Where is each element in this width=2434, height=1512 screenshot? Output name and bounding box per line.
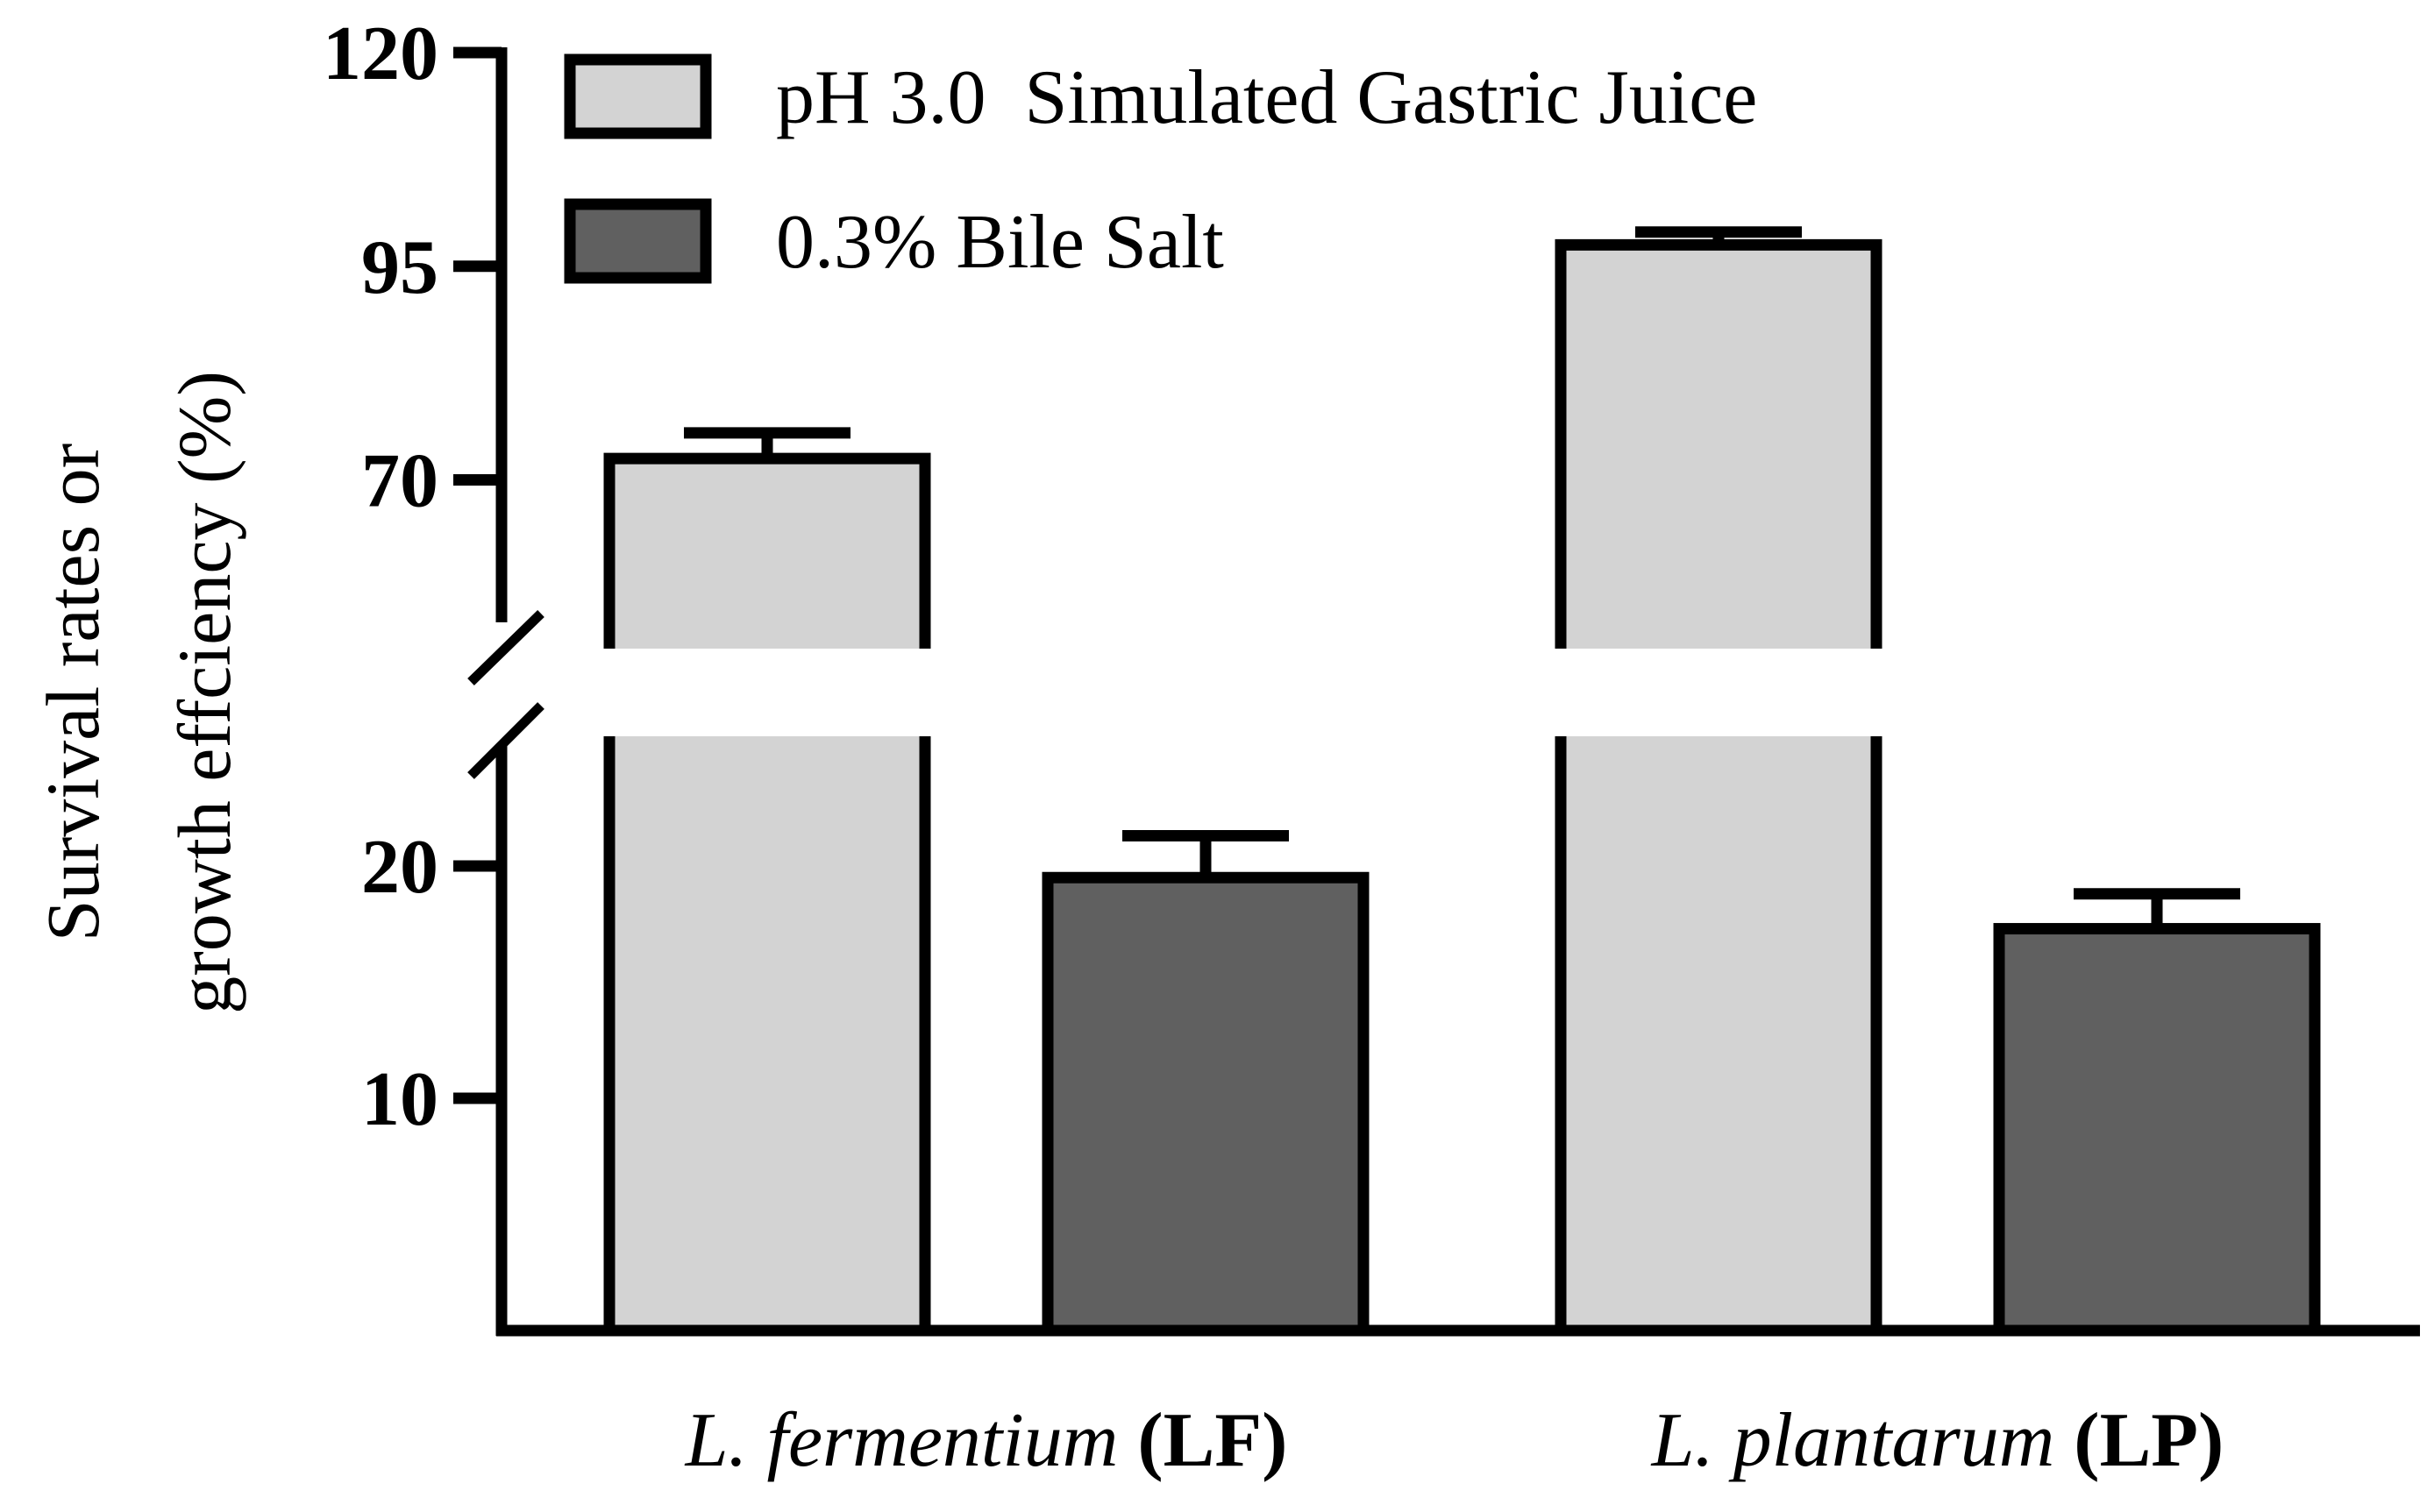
axis-break-mark	[467, 610, 544, 685]
legend-label-gastric: pH 3.0 Simulated Gastric Juice	[776, 55, 1757, 140]
x-category-label: L. plantarum (LP)	[1650, 1398, 2224, 1483]
bar	[1561, 245, 1876, 649]
category-abbreviation: (LF)	[1137, 1398, 1287, 1483]
bar-outline	[603, 736, 931, 1331]
legend-swatch-bile	[564, 198, 712, 284]
bar-group-bile-lp	[1993, 888, 2321, 1337]
bar-outline	[1555, 736, 1882, 1331]
bar-group-gastric-lf	[603, 427, 931, 1331]
category-species-name: L. fermentium	[684, 1398, 1138, 1483]
x-category-label: L. fermentium (LF)	[684, 1398, 1288, 1483]
bar	[609, 458, 925, 649]
bar	[609, 736, 925, 1331]
axis-break-mark	[467, 702, 544, 779]
bar	[1993, 923, 2321, 1337]
bar	[1042, 871, 1370, 1337]
y-tick-label: 70	[361, 439, 438, 524]
legend-swatch-gastric	[564, 53, 712, 139]
y-tick-label: 10	[361, 1057, 438, 1142]
y-tick-label: 20	[361, 825, 438, 910]
y-tick-label: 95	[361, 225, 438, 310]
bar-group-bile-lf	[1042, 830, 1370, 1337]
legend-label-bile: 0.3% Bile Salt	[776, 200, 1224, 285]
category-abbreviation: (LP)	[2074, 1398, 2224, 1483]
y-axis-title-line-1: Survival rates or	[31, 444, 115, 941]
bar-outline	[1555, 238, 1882, 649]
category-species-name: L. plantarum	[1650, 1398, 2075, 1483]
y-axis-title-line-2: growth effciency (%)	[162, 371, 246, 1014]
bar	[1561, 736, 1876, 1331]
y-tick-label: 120	[323, 11, 438, 96]
bar-outline	[603, 452, 931, 649]
bar-group-gastric-lp	[1555, 226, 1882, 1331]
